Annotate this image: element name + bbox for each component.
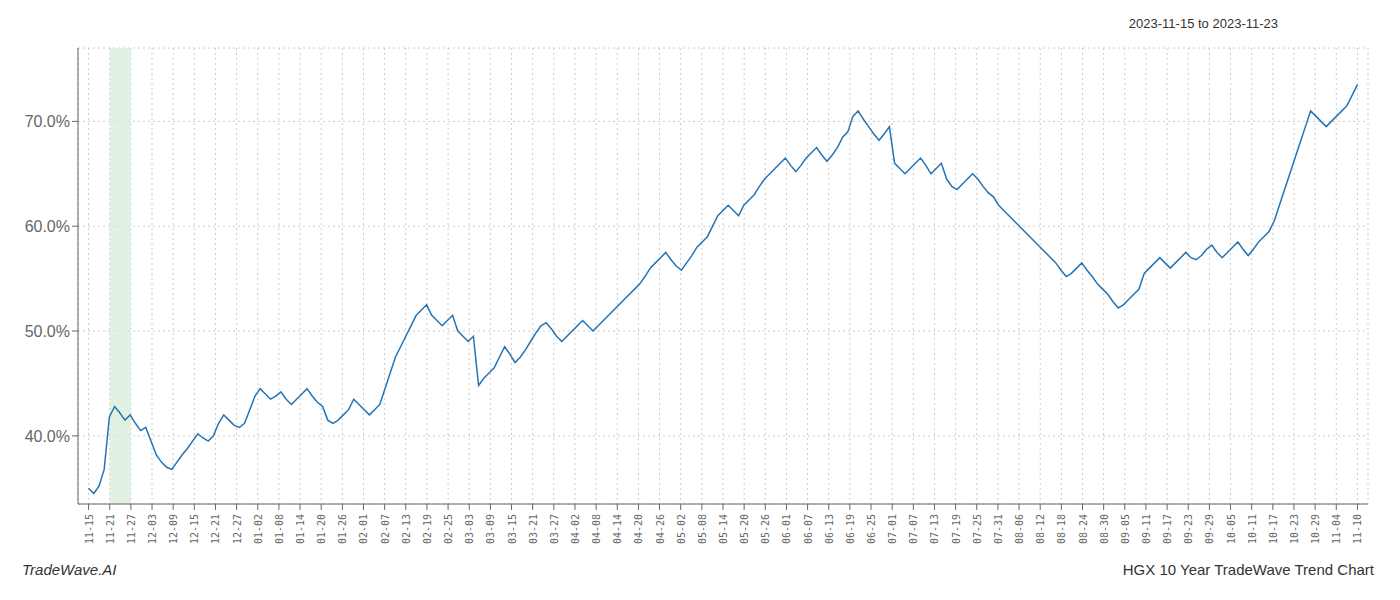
svg-text:07-19: 07-19 [951, 514, 962, 544]
svg-text:11-04: 11-04 [1331, 514, 1342, 544]
svg-text:01-20: 01-20 [316, 514, 327, 544]
svg-text:04-14: 04-14 [612, 514, 623, 544]
svg-text:01-14: 01-14 [295, 514, 306, 544]
svg-text:04-20: 04-20 [633, 514, 644, 544]
svg-text:08-06: 08-06 [1014, 514, 1025, 544]
svg-text:03-21: 03-21 [528, 514, 539, 544]
svg-text:10-29: 10-29 [1310, 514, 1321, 544]
html-text:2023-11-15 to 2023-11-23: 2023-11-15 to 2023-11-23 [1128, 15, 1278, 31]
svg-text:70.0%: 70.0% [25, 113, 70, 130]
svg-text:08-12: 08-12 [1035, 514, 1046, 544]
svg-text:05-14: 05-14 [718, 514, 729, 544]
svg-text:05-20: 05-20 [739, 514, 750, 544]
svg-text:06-19: 06-19 [845, 514, 856, 544]
html-text:TradeWave.AI: TradeWave.AI [22, 560, 117, 578]
svg-text:07-25: 07-25 [972, 514, 983, 544]
svg-text:12-09: 12-09 [168, 514, 179, 544]
svg-text:40.0%: 40.0% [25, 428, 70, 445]
svg-text:02-13: 02-13 [401, 514, 412, 544]
svg-text:03-27: 03-27 [549, 514, 560, 544]
svg-text:04-08: 04-08 [591, 514, 602, 544]
svg-text:01-26: 01-26 [337, 514, 348, 544]
svg-text:05-02: 05-02 [676, 514, 687, 544]
svg-text:11-21: 11-21 [105, 514, 116, 544]
svg-text:07-01: 07-01 [887, 514, 898, 544]
svg-text:12-15: 12-15 [189, 514, 200, 544]
svg-text:10-17: 10-17 [1268, 514, 1279, 544]
svg-text:11-27: 11-27 [126, 514, 137, 544]
svg-text:01-08: 01-08 [274, 514, 285, 544]
svg-text:02-19: 02-19 [422, 514, 433, 544]
svg-text:08-24: 08-24 [1078, 514, 1089, 544]
html-text:HGX 10 Year TradeWave Trend Ch: HGX 10 Year TradeWave Trend Chart [1122, 560, 1374, 578]
svg-text:10-05: 10-05 [1226, 514, 1237, 544]
svg-text:50.0%: 50.0% [25, 323, 70, 340]
svg-text:04-26: 04-26 [655, 514, 666, 544]
svg-text:03-03: 03-03 [464, 514, 475, 544]
svg-text:09-29: 09-29 [1204, 514, 1215, 544]
svg-text:12-21: 12-21 [210, 514, 221, 544]
svg-text:02-07: 02-07 [380, 514, 391, 544]
svg-text:09-11: 09-11 [1141, 514, 1152, 544]
svg-text:07-07: 07-07 [908, 514, 919, 544]
svg-text:04-02: 04-02 [570, 514, 581, 544]
svg-text:08-18: 08-18 [1056, 514, 1067, 544]
svg-text:08-30: 08-30 [1099, 514, 1110, 544]
svg-text:07-31: 07-31 [993, 514, 1004, 544]
svg-text:09-23: 09-23 [1183, 514, 1194, 544]
svg-text:06-13: 06-13 [824, 514, 835, 544]
svg-text:09-17: 09-17 [1162, 514, 1173, 544]
svg-text:02-25: 02-25 [443, 514, 454, 544]
svg-text:06-25: 06-25 [866, 514, 877, 544]
svg-text:06-01: 06-01 [781, 514, 792, 544]
svg-text:01-02: 01-02 [253, 514, 264, 544]
svg-text:03-09: 03-09 [485, 514, 496, 544]
svg-text:02-01: 02-01 [358, 514, 369, 544]
svg-text:10-11: 10-11 [1247, 514, 1258, 544]
svg-text:05-08: 05-08 [697, 514, 708, 544]
svg-text:10-23: 10-23 [1289, 514, 1300, 544]
svg-text:12-27: 12-27 [232, 514, 243, 544]
svg-text:03-15: 03-15 [507, 514, 518, 544]
svg-text:05-26: 05-26 [760, 514, 771, 544]
svg-text:12-03: 12-03 [147, 514, 158, 544]
svg-text:07-13: 07-13 [929, 514, 940, 544]
svg-text:06-07: 06-07 [803, 514, 814, 544]
svg-text:11-10: 11-10 [1352, 514, 1363, 544]
svg-text:09-05: 09-05 [1120, 514, 1131, 544]
svg-text:11-15: 11-15 [84, 514, 95, 544]
svg-text:60.0%: 60.0% [25, 218, 70, 235]
